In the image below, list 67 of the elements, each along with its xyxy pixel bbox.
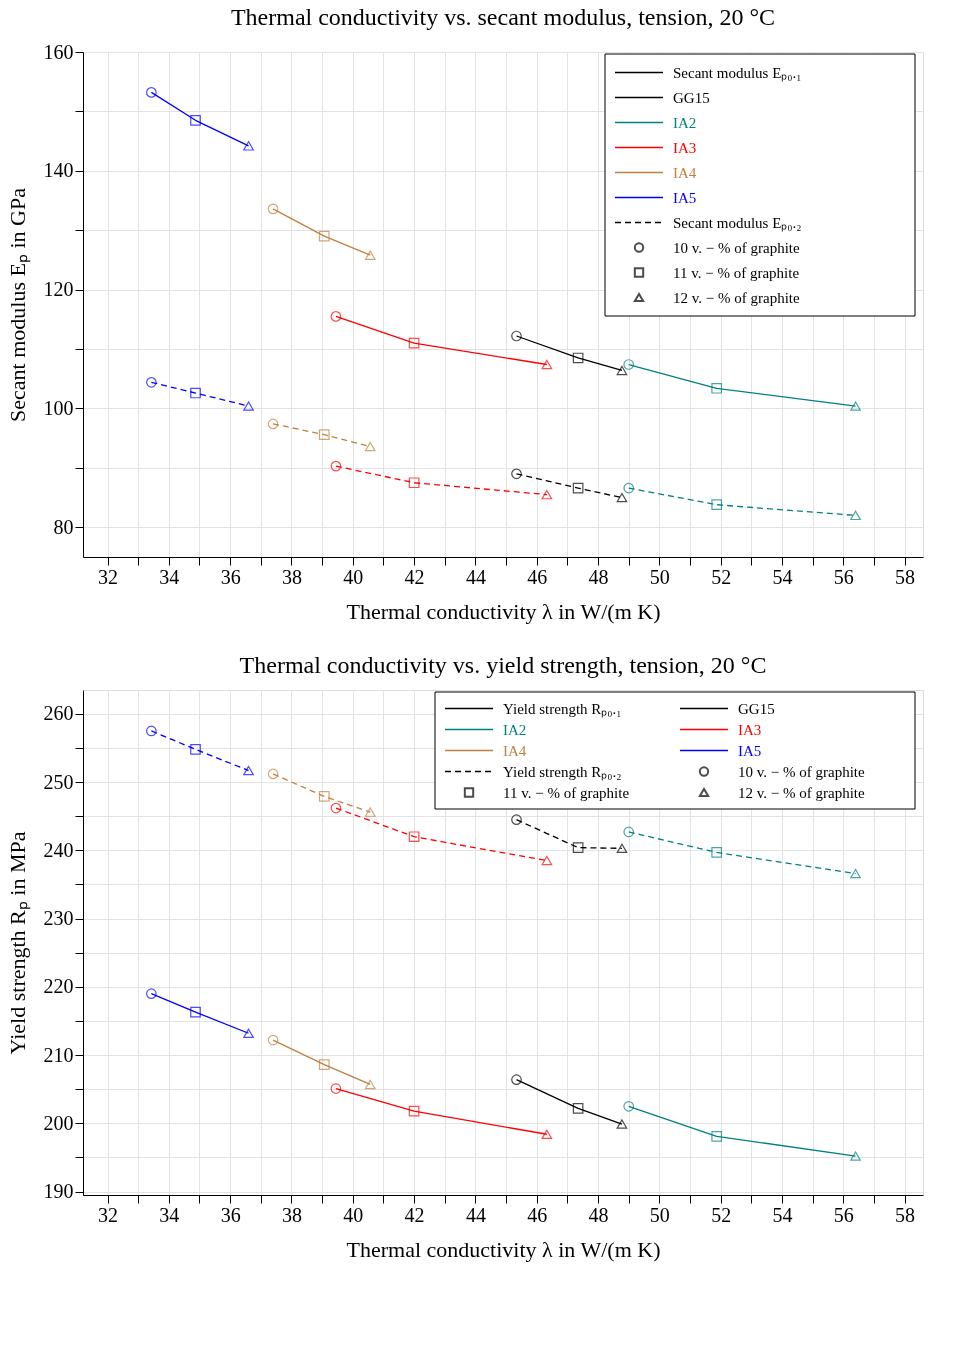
legend-label: IA2 [503,721,527,738]
annotation: Yield strength Rₚ₀.₁ [503,700,622,718]
legend-label: IA5 [738,742,762,759]
x-tick-label: 38 [281,1203,302,1226]
x-tick-label: 32 [98,565,119,588]
x-tick-label: 54 [772,565,793,588]
x-tick-label: 34 [159,1203,180,1226]
legend-label: IA5 [673,189,697,206]
y-tick-label: 160 [43,40,74,63]
y-tick-label: 240 [43,838,74,861]
y-tick-label: 140 [43,159,74,182]
y-tick-label: 220 [43,975,74,998]
x-tick-label: 40 [343,1203,364,1226]
x-tick-label: 44 [465,1203,486,1226]
legend-label: IA3 [673,139,697,156]
y-tick-label: 100 [43,396,74,419]
x-tick-label: 52 [711,1203,732,1226]
y-tick-label: 120 [43,278,74,301]
x-tick-label: 36 [220,1203,241,1226]
x-tick-label: 34 [159,565,180,588]
x-tick-label: 46 [527,1203,548,1226]
x-tick-label: 50 [649,565,670,588]
annotation: Secant modulus Eₚ₀.₂ [673,214,802,232]
legend-label: GG15 [673,89,710,106]
legend-label: IA4 [503,742,527,759]
legend-label: IA3 [738,721,762,738]
y-tick-label: 230 [43,907,74,930]
y-tick-label: 260 [43,702,74,725]
x-tick-label: 38 [281,565,302,588]
x-axis-title: Thermal conductivity λ in W/(m K) [346,598,661,624]
x-tick-label: 58 [895,1203,916,1226]
x-tick-label: 56 [833,1203,854,1226]
annotation: Yield strength Rₚ₀.₂ [503,763,622,781]
x-tick-label: 46 [527,565,548,588]
chart-title: Thermal conductivity vs. secant modulus, tension, 20 °C [230,4,776,30]
x-tick-label: 42 [404,1203,425,1226]
x-tick-label: 58 [895,565,916,588]
y-tick-label: 250 [43,770,74,793]
x-tick-label: 56 [833,565,854,588]
x-tick-label: 42 [404,565,425,588]
y-tick-label: 210 [43,1043,74,1066]
y-tick-label: 190 [43,1180,74,1203]
chart-title: Thermal conductivity vs. yield strength, tension, 20 °C [239,652,767,678]
y-axis-title: Yield strength Rₚ in MPa [4,831,31,1055]
x-tick-label: 50 [649,1203,670,1226]
x-tick-label: 48 [588,565,609,588]
x-tick-label: 48 [588,1203,609,1226]
x-tick-label: 40 [343,565,364,588]
x-axis-title: Thermal conductivity λ in W/(m K) [346,1236,661,1262]
legend-label: 11 v. − % of graphite [503,784,630,801]
legend-label: 12 v. − % of graphite [673,289,800,306]
legend-label: GG15 [738,700,775,717]
x-tick-label: 44 [465,565,486,588]
x-tick-label: 52 [711,565,732,588]
legend-label: 10 v. − % of graphite [738,763,865,780]
y-tick-label: 80 [53,515,74,538]
x-tick-label: 32 [98,1203,119,1226]
legend-label: 12 v. − % of graphite [738,784,865,801]
legend-label: 10 v. − % of graphite [673,239,800,256]
annotation: Secant modulus Eₚ₀.₁ [673,64,802,82]
y-tick-label: 200 [43,1111,74,1134]
x-tick-label: 54 [772,1203,793,1226]
x-tick-label: 36 [220,565,241,588]
y-axis-title: Secant modulus Eₚ in GPa [4,187,31,422]
legend-label: 11 v. − % of graphite [673,264,800,281]
legend-label: IA4 [673,164,697,181]
legend-label: IA2 [673,114,697,131]
